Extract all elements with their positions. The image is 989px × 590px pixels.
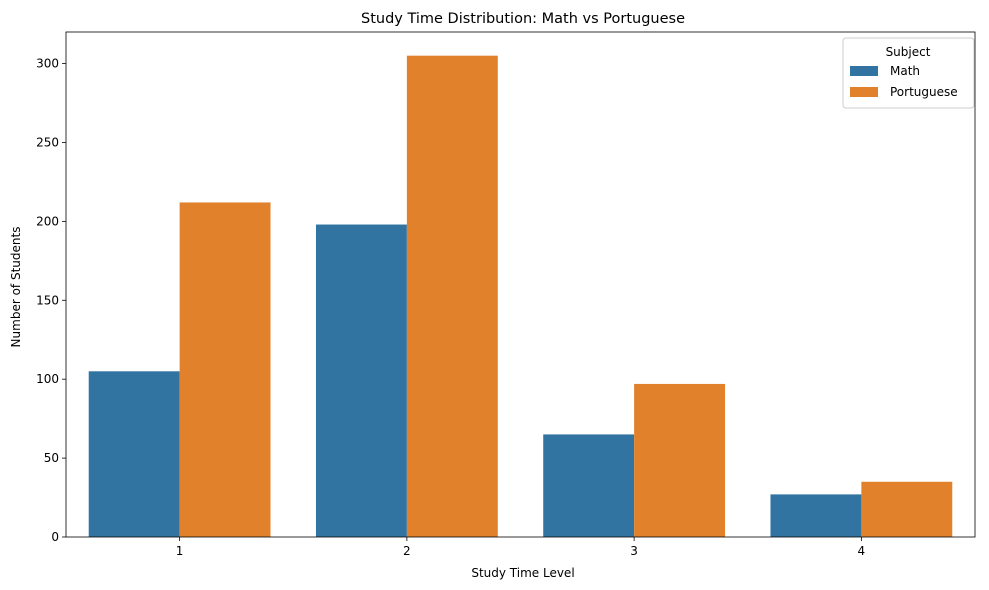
bar-math-1 [88,371,180,537]
legend-label-portuguese: Portuguese [890,85,958,99]
bar-portuguese-3 [634,383,726,537]
legend-title: Subject [886,45,931,59]
bar-portuguese-2 [406,55,498,537]
x-tick-label: 3 [630,544,638,558]
bar-portuguese-4 [861,481,953,537]
legend-label-math: Math [890,64,920,78]
x-tick-label: 4 [858,544,866,558]
y-tick-label: 0 [51,530,59,544]
bar-math-4 [770,494,862,537]
legend-swatch-portuguese [850,87,878,97]
chart-title: Study Time Distribution: Math vs Portugu… [361,11,685,27]
x-tick-label: 2 [403,544,411,558]
legend-swatch-math [850,66,878,76]
x-axis-ticks: 1 2 3 4 [176,537,865,558]
y-axis-ticks: 0 50 100 150 200 250 300 [36,57,66,544]
bars-group [88,55,953,537]
y-tick-label: 200 [36,214,59,228]
y-tick-label: 300 [36,57,59,71]
bar-math-2 [315,224,407,537]
y-axis-label: Number of Students [9,227,23,348]
y-tick-label: 250 [36,135,59,149]
bar-math-3 [543,434,635,537]
y-tick-label: 50 [44,451,59,465]
bar-portuguese-1 [179,202,271,537]
x-tick-label: 1 [176,544,184,558]
y-tick-label: 100 [36,372,59,386]
y-tick-label: 150 [36,293,59,307]
x-axis-label: Study Time Level [471,566,574,580]
plot-frame [65,31,976,538]
legend: Subject Math Portuguese [842,37,975,109]
